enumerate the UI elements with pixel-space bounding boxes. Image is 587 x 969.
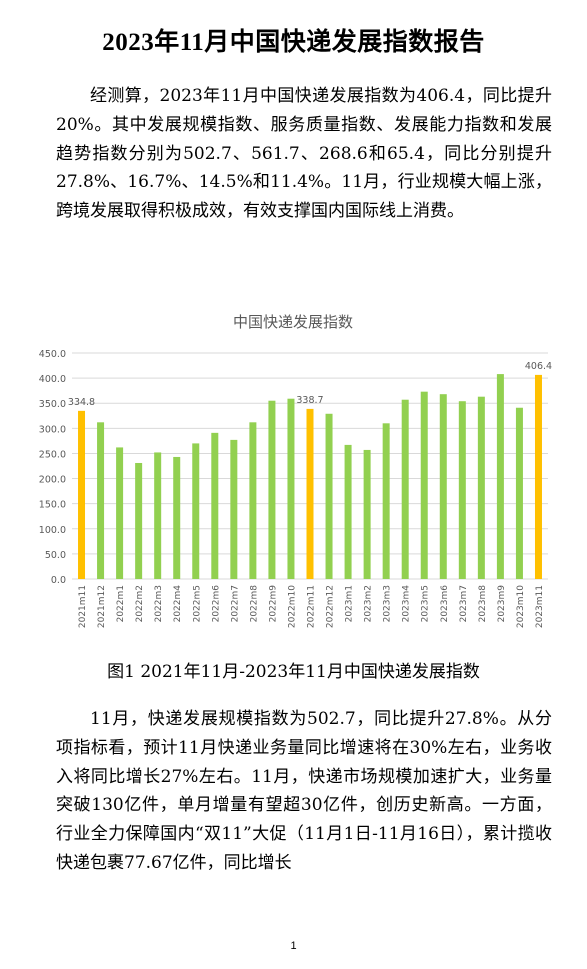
- bar-2022m7: [230, 439, 238, 579]
- bar-2023m11: [534, 374, 542, 579]
- page-title: 2023年11月中国快递发展指数报告: [102, 29, 485, 56]
- x-tick-label: 2022m9: [268, 585, 278, 623]
- x-tick-label: 2023m1: [345, 585, 355, 622]
- chart-title: 中国快递发展指数: [233, 313, 353, 331]
- y-tick-label: 200.0: [39, 475, 66, 486]
- x-tick-label: 2022m8: [249, 585, 259, 623]
- bar-2022m5: [192, 443, 200, 579]
- x-tick-label: 2022m4: [173, 585, 183, 623]
- figure-caption: 图1 2021年11月-2023年11月中国快递发展指数: [107, 662, 480, 682]
- x-tick-label: 2022m5: [192, 585, 202, 622]
- chart-y-axis: 0.0 50.0 100.0 150.0 200.0 250.0 300.0 350.0 400…: [39, 349, 66, 586]
- data-label: 406.4: [525, 361, 552, 372]
- chart-data-labels: 334.8 338.7 406.4: [68, 361, 552, 408]
- bar-2021m12: [97, 422, 105, 579]
- x-tick-label: 2021m11: [78, 585, 88, 628]
- y-tick-label: 250.0: [39, 449, 66, 460]
- bar-2022m3: [154, 452, 162, 579]
- data-label: 334.8: [68, 397, 95, 408]
- x-tick-label: 2021m12: [97, 585, 107, 628]
- bar-2022m8: [249, 422, 257, 579]
- x-tick-label: 2023m11: [535, 585, 545, 628]
- bar-2023m2: [363, 449, 371, 579]
- y-tick-label: 50.0: [45, 550, 66, 561]
- x-tick-label: 2022m6: [211, 585, 221, 623]
- x-tick-label: 2022m7: [230, 585, 240, 622]
- x-tick-label: 2023m2: [364, 585, 374, 622]
- paragraph-scale: 11月，快递发展规模指数为502.7，同比提升27.8%。从分项指标看，预计11…: [56, 709, 552, 873]
- chart-x-axis: 2021m11 2021m12 2022m1 2022m2 2022m3 2022m4 20…: [78, 585, 545, 628]
- bar-2023m8: [477, 396, 485, 579]
- bar-2022m4: [173, 456, 181, 579]
- bar-2022m9: [268, 400, 276, 579]
- bar-2023m10: [515, 407, 523, 579]
- bar-2022m11: [306, 408, 314, 579]
- y-tick-label: 100.0: [39, 525, 66, 536]
- x-tick-label: 2022m3: [154, 585, 164, 622]
- y-tick-label: 450.0: [39, 349, 66, 360]
- x-tick-label: 2023m9: [497, 585, 507, 623]
- x-tick-label: 2023m5: [421, 585, 431, 622]
- bar-2023m5: [420, 391, 428, 579]
- bar-2022m10: [287, 398, 295, 579]
- x-tick-label: 2022m2: [135, 585, 145, 622]
- bar-2022m1: [116, 447, 124, 579]
- bar-2023m6: [439, 394, 447, 579]
- y-tick-label: 0.0: [51, 575, 66, 586]
- bar-2023m1: [344, 444, 352, 579]
- y-tick-label: 350.0: [39, 399, 66, 410]
- bar-2022m12: [325, 413, 333, 579]
- bar-2022m2: [135, 462, 143, 579]
- y-tick-label: 150.0: [39, 500, 66, 511]
- paragraph-intro: 经测算，2023年11月中国快递发展指数为406.4，同比提升20%。其中发展规…: [56, 86, 552, 222]
- y-tick-label: 300.0: [39, 424, 66, 435]
- x-tick-label: 2023m3: [383, 585, 393, 622]
- x-tick-label: 2022m11: [307, 585, 317, 628]
- chart-bars: [78, 374, 542, 579]
- x-tick-label: 2023m10: [516, 585, 526, 628]
- x-tick-label: 2022m1: [116, 585, 126, 622]
- bar-2023m9: [496, 374, 504, 579]
- x-tick-label: 2022m12: [326, 585, 336, 628]
- page-number: 1: [290, 940, 297, 952]
- x-tick-label: 2023m8: [478, 585, 488, 623]
- x-tick-label: 2023m6: [440, 585, 450, 623]
- bar-2021m11: [78, 410, 86, 579]
- y-tick-label: 400.0: [39, 374, 66, 385]
- bar-2022m6: [211, 432, 219, 579]
- bar-2023m4: [401, 399, 409, 579]
- x-tick-label: 2023m4: [402, 585, 412, 623]
- x-tick-label: 2022m10: [287, 585, 297, 628]
- data-label: 338.7: [296, 395, 323, 406]
- x-tick-label: 2023m7: [459, 585, 469, 622]
- bar-2023m3: [382, 423, 390, 579]
- bar-2023m7: [458, 401, 466, 579]
- express-index-bar-chart: 中国快递发展指数 0.0 50.0 100.0 150.0 200.0 250.0 300.…: [39, 313, 552, 628]
